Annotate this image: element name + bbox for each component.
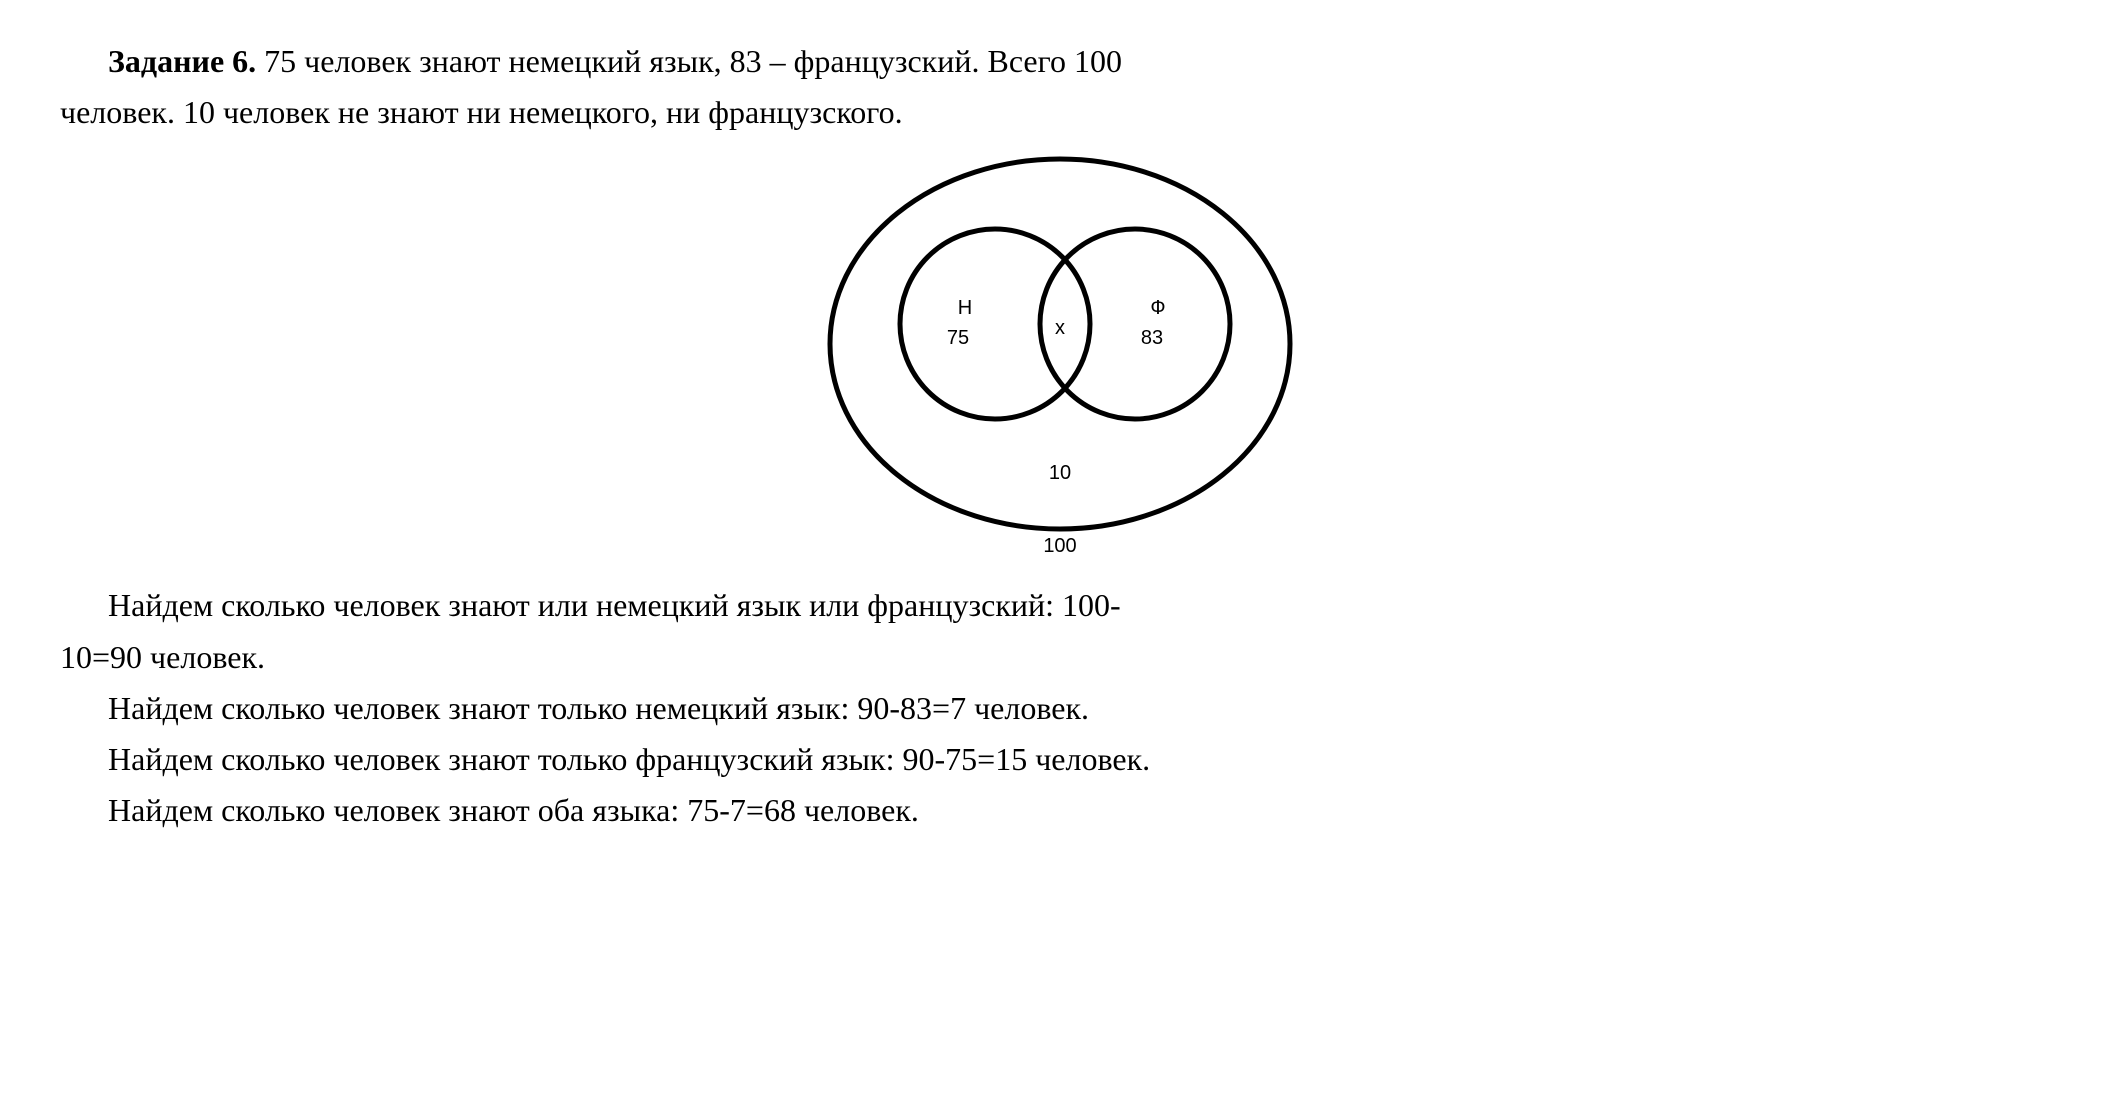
- solution-text-1b: 10=90 человек.: [60, 639, 265, 675]
- solution-line-3: Найдем сколько человек знают только фран…: [60, 738, 2060, 781]
- page-content: Задание 6. 75 человек знают немецкий язы…: [60, 40, 2060, 832]
- task-text-1: 75 человек знают немецкий язык, 83 – фра…: [256, 43, 1122, 79]
- left-letter: Н: [958, 297, 972, 319]
- task-text-2: человек. 10 человек не знают ни немецког…: [60, 94, 903, 130]
- circle-right: [1040, 229, 1230, 419]
- right-letter: Ф: [1150, 297, 1165, 319]
- solution-text-1a: Найдем сколько человек знают или немецки…: [108, 587, 1121, 623]
- task-paragraph-line2: человек. 10 человек не знают ни немецког…: [60, 91, 2060, 134]
- solution-line-1a: Найдем сколько человек знают или немецки…: [60, 584, 2060, 627]
- solution-text-3: Найдем сколько человек знают только фран…: [108, 741, 1150, 777]
- solution-line-2: Найдем сколько человек знают только неме…: [60, 687, 2060, 730]
- right-value: 83: [1141, 327, 1163, 349]
- intersection-label: х: [1055, 317, 1065, 339]
- solution-text-4: Найдем сколько человек знают оба языка: …: [108, 792, 919, 828]
- universe-total-label: 100: [1043, 535, 1076, 557]
- venn-svg: Н 75 Ф 83 х 10 100: [780, 144, 1340, 574]
- solution-line-4: Найдем сколько человек знают оба языка: …: [60, 789, 2060, 832]
- outside-circles-label: 10: [1049, 462, 1071, 484]
- task-label: Задание 6.: [108, 43, 256, 79]
- left-value: 75: [947, 327, 969, 349]
- venn-diagram: Н 75 Ф 83 х 10 100: [60, 144, 2060, 574]
- solution-text-2: Найдем сколько человек знают только неме…: [108, 690, 1089, 726]
- task-paragraph-line1: Задание 6. 75 человек знают немецкий язы…: [60, 40, 2060, 83]
- solution-line-1b: 10=90 человек.: [60, 636, 2060, 679]
